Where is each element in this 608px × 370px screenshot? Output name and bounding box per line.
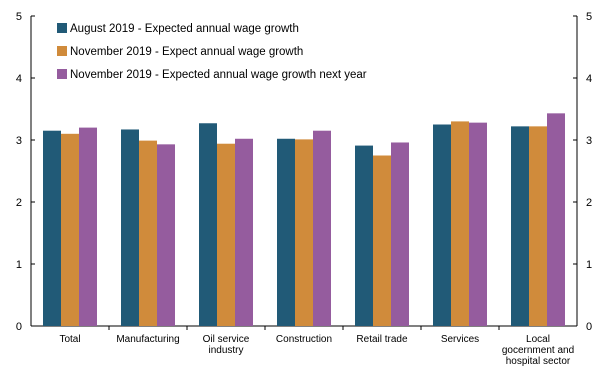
x-tick-label: Manufacturing	[116, 334, 179, 345]
legend-swatch	[57, 69, 67, 79]
bar-series-1-cat-2	[121, 129, 139, 326]
legend-label: November 2019 - Expect annual wage growt…	[70, 46, 303, 58]
legend: August 2019 - Expected annual wage growt…	[57, 23, 367, 81]
y-tick-label-left: 2	[16, 197, 22, 209]
bar-series-2-cat-3	[217, 143, 235, 326]
y-tick-label-left: 3	[16, 135, 22, 147]
y-tick-label-right: 1	[586, 259, 592, 271]
bar-series-3-cat-3	[235, 138, 253, 326]
bar-series-3-cat-5	[391, 142, 409, 326]
bar-series-3-cat-6	[469, 122, 487, 326]
bar-series-2-cat-4	[295, 139, 313, 326]
bar-series-2-cat-7	[529, 126, 547, 326]
bar-series-2-cat-6	[451, 121, 469, 327]
y-tick-label-right: 2	[586, 197, 592, 209]
bar-series-1-cat-5	[355, 145, 373, 326]
y-tick-label-left: 0	[16, 321, 22, 333]
y-tick-label-right: 3	[586, 135, 592, 147]
bars	[43, 113, 565, 327]
bar-series-3-cat-7	[547, 113, 565, 326]
x-tick-label: Services	[441, 334, 479, 345]
bar-series-1-cat-6	[433, 124, 451, 326]
y-tick-label-left: 4	[16, 73, 22, 85]
bar-series-3-cat-2	[157, 144, 175, 326]
x-tick-label: Retail trade	[356, 334, 408, 345]
legend-label: November 2019 - Expected annual wage gro…	[70, 69, 367, 81]
legend-label: August 2019 - Expected annual wage growt…	[70, 23, 299, 35]
x-tick-label: Oil service industry	[203, 334, 250, 356]
y-tick-label-right: 5	[586, 11, 592, 23]
bar-series-1-cat-7	[511, 126, 529, 326]
x-tick-label: Construction	[276, 334, 332, 345]
bar-series-3-cat-1	[79, 127, 97, 326]
y-tick-label-right: 0	[586, 321, 592, 333]
category-labels: Total Manufacturing Oil service industry Con…	[59, 334, 574, 367]
legend-swatch	[57, 23, 67, 33]
x-tick-label: Total	[59, 334, 80, 345]
bar-series-2-cat-2	[139, 140, 157, 326]
y-tick-label-right: 4	[586, 73, 592, 85]
y-tick-label-left: 5	[16, 11, 22, 23]
bar-series-1-cat-1	[43, 130, 61, 326]
y-tick-label-left: 1	[16, 259, 22, 271]
bar-series-3-cat-4	[313, 130, 331, 326]
bar-series-2-cat-1	[61, 133, 79, 326]
bar-series-1-cat-3	[199, 123, 217, 326]
bar-series-2-cat-5	[373, 155, 391, 326]
x-tick-label: Local gocernment and hospital sector	[502, 334, 574, 367]
bar-series-1-cat-4	[277, 138, 295, 326]
legend-swatch	[57, 46, 67, 56]
